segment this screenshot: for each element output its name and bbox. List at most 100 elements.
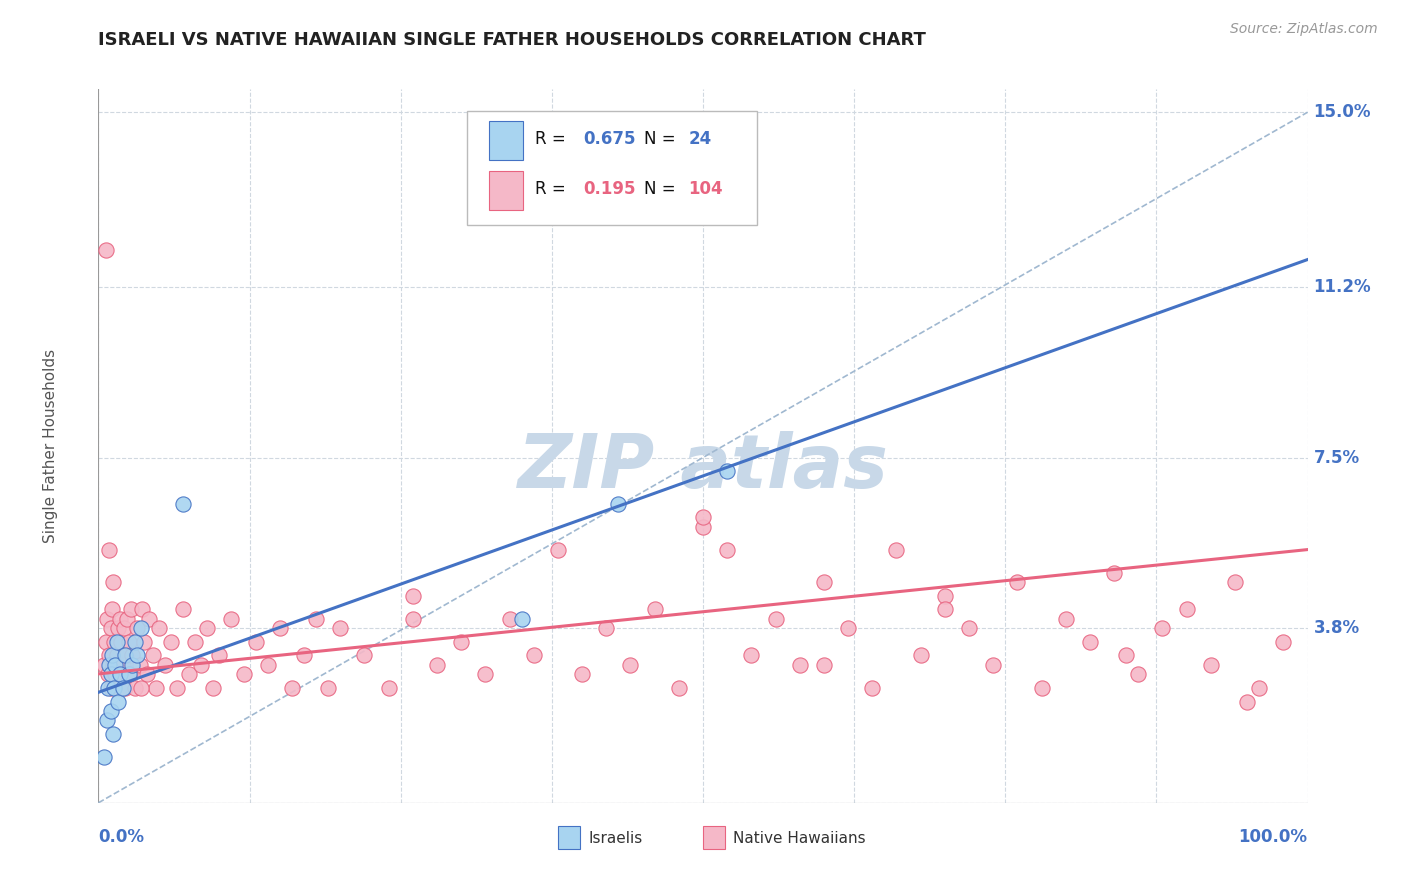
Point [108,612,131,626]
Point [100,681,122,695]
Point [127,648,149,663]
Point [523,648,546,663]
Point [269,621,291,635]
Point [886,542,908,557]
Point [221,612,243,626]
Point [402,589,425,603]
Point [148,621,170,635]
Point [128,657,150,672]
Point [98,542,121,557]
Point [245,634,267,648]
Point [118,634,141,648]
Point [111,681,134,695]
Point [292,648,315,663]
Point [100,621,122,635]
Point [1272,634,1295,648]
Point [129,681,152,695]
Point [377,681,399,695]
Point [100,602,122,616]
Bar [489,170,523,210]
Point [110,634,132,648]
Point [595,621,617,635]
Point [105,634,128,648]
Point [134,634,156,648]
Point [97,666,120,681]
Point [208,648,231,663]
Point [910,648,932,663]
Point [107,621,129,635]
Point [117,612,139,626]
Point [202,681,225,695]
Point [94,244,117,258]
Point [184,634,207,648]
Point [547,542,569,557]
Text: N =: N = [644,129,675,147]
Point [329,621,352,635]
Text: 11.2%: 11.2% [1313,278,1371,296]
Point [108,681,131,695]
Point [145,681,167,695]
Text: 0.195: 0.195 [583,179,636,197]
Point [716,464,738,478]
Text: Source: ZipAtlas.com: Source: ZipAtlas.com [1230,22,1378,37]
Point [1175,602,1198,616]
Point [1031,681,1053,695]
Point [644,602,666,616]
Point [837,621,859,635]
Point [121,648,143,663]
Point [103,634,125,648]
Point [426,657,449,672]
Point [124,681,146,695]
Point [1102,566,1125,580]
Point [190,657,212,672]
Point [96,612,118,626]
Point [195,621,218,635]
Text: N =: N = [644,179,675,197]
Point [957,621,980,635]
Point [118,666,141,681]
Point [112,621,135,635]
Point [813,657,835,672]
Point [98,657,121,672]
Point [179,666,201,681]
Point [172,602,194,616]
Point [101,574,124,589]
Point [153,657,176,672]
Point [232,666,254,681]
Point [607,497,630,511]
Point [101,727,124,741]
Point [450,634,472,648]
Point [1007,574,1029,589]
Point [692,510,714,524]
Point [100,704,122,718]
Point [353,648,375,663]
Point [860,681,883,695]
Point [142,648,165,663]
Point [114,648,136,663]
Point [108,666,131,681]
Bar [558,826,579,849]
Point [619,657,641,672]
Point [129,621,152,635]
Point [98,648,121,663]
Text: 0.0%: 0.0% [98,828,145,846]
Point [498,612,520,626]
Point [716,542,738,557]
Point [813,574,835,589]
Point [100,648,122,663]
Point [765,612,787,626]
Point [981,657,1004,672]
Text: 7.5%: 7.5% [1313,449,1360,467]
Point [934,602,956,616]
Point [316,681,339,695]
Text: ZIP atlas: ZIP atlas [517,431,889,504]
Point [103,681,125,695]
Point [100,666,122,681]
Point [1128,666,1150,681]
Point [104,657,127,672]
Point [571,666,593,681]
Text: 100.0%: 100.0% [1239,828,1308,846]
Point [1249,681,1271,695]
Point [131,602,153,616]
Text: Native Hawaiians: Native Hawaiians [734,831,866,846]
